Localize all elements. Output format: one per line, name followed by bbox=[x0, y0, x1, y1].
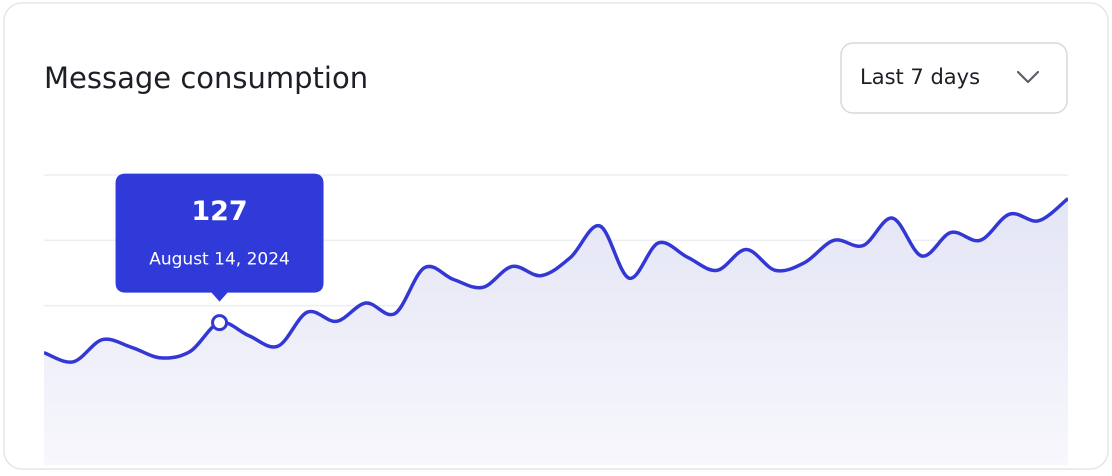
dropdown-label[interactable]: Last 7 days bbox=[860, 65, 980, 89]
range-dropdown[interactable]: Last 7 days bbox=[840, 42, 1068, 114]
chart-title: Message consumption bbox=[44, 61, 368, 95]
hover-point bbox=[211, 314, 229, 332]
tooltip-value: 127 bbox=[191, 196, 247, 227]
area-fill bbox=[44, 198, 1068, 465]
dropdown-box[interactable] bbox=[840, 42, 1068, 114]
chevron-icon[interactable] bbox=[1016, 70, 1040, 84]
tooltip-box bbox=[115, 173, 324, 302]
overlay: 127 August 14, 2024 bbox=[115, 173, 324, 332]
tooltip-date: August 14, 2024 bbox=[149, 250, 290, 270]
